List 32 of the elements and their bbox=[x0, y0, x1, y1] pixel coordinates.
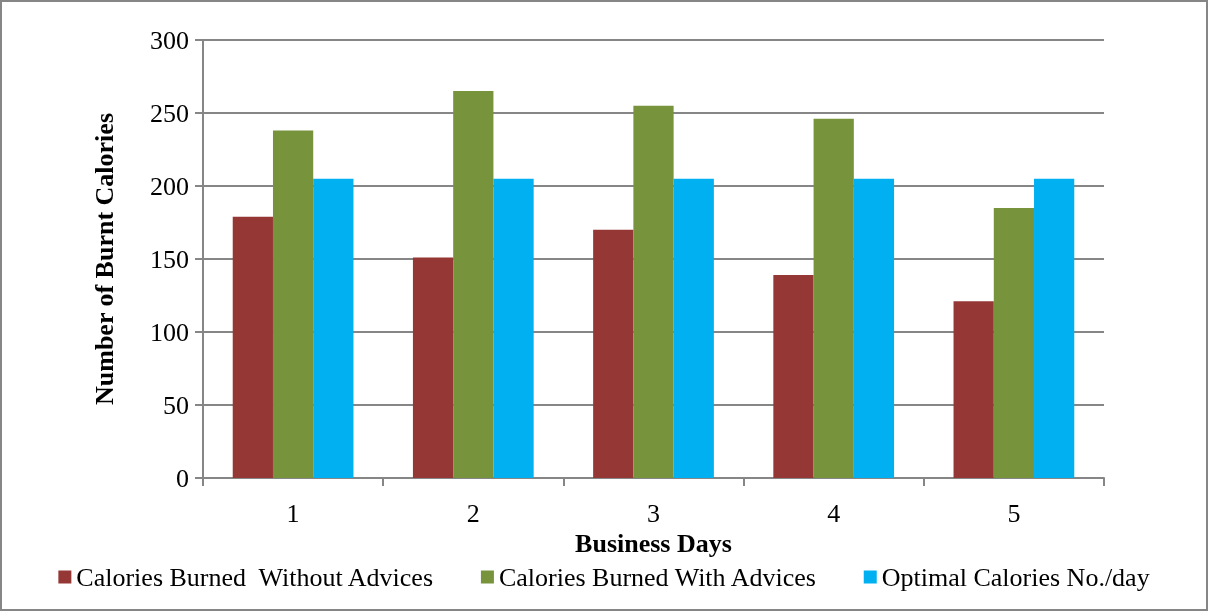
bar bbox=[453, 91, 494, 478]
bar bbox=[993, 207, 1035, 478]
bar bbox=[272, 130, 314, 478]
y-tick-label: 100 bbox=[150, 317, 189, 347]
bar bbox=[313, 178, 354, 478]
bar bbox=[953, 301, 994, 478]
x-tick-label: 3 bbox=[647, 498, 660, 528]
bar bbox=[673, 178, 714, 478]
legend-label: Calories Burned Without Advices bbox=[76, 562, 434, 592]
y-tick-label: 200 bbox=[150, 171, 189, 201]
bar bbox=[853, 178, 895, 478]
legend-label: Calories Burned With Advices bbox=[498, 562, 816, 592]
y-tick-label: 150 bbox=[150, 244, 189, 274]
x-tick-label: 1 bbox=[286, 498, 300, 528]
y-tick-label: 300 bbox=[150, 25, 189, 55]
y-tick-label: 250 bbox=[150, 98, 189, 128]
y-tick-label: 0 bbox=[176, 463, 189, 493]
x-tick-label: 5 bbox=[1007, 498, 1021, 528]
bar bbox=[412, 257, 454, 478]
bar bbox=[813, 118, 854, 478]
bar bbox=[773, 275, 814, 478]
x-axis-title: Business Days bbox=[575, 529, 732, 559]
bar bbox=[593, 229, 634, 478]
bar bbox=[633, 105, 674, 478]
legend-label: Optimal Calories No./day bbox=[881, 562, 1150, 592]
bar bbox=[232, 216, 273, 478]
x-tick-label: 2 bbox=[466, 498, 480, 528]
bar bbox=[493, 178, 534, 478]
bar bbox=[1034, 178, 1075, 478]
y-axis-title: Number of Burnt Calories bbox=[89, 112, 119, 406]
x-tick-label: 4 bbox=[827, 498, 841, 528]
y-tick-label: 50 bbox=[163, 390, 189, 420]
